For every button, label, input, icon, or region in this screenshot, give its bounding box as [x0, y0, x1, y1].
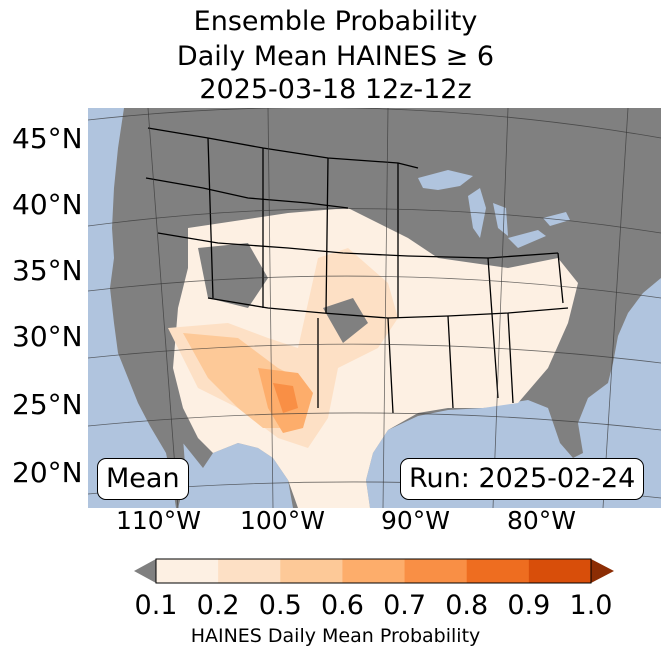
colorbar-tick-label: 0.8	[445, 590, 489, 621]
colorbar	[134, 558, 614, 584]
lat-label-25: 25°N	[12, 388, 83, 421]
colorbar-tick-label: 0.2	[196, 590, 240, 621]
statistic-box: Mean	[97, 458, 189, 500]
colorbar-bin	[280, 559, 343, 583]
title-line-2: Daily Mean HAINES ≥ 6	[176, 41, 495, 72]
colorbar-over-arrow	[591, 559, 614, 583]
colorbar-under-arrow	[134, 559, 156, 583]
lat-label-30: 30°N	[12, 320, 83, 353]
colorbar-tick-label: 0.6	[320, 590, 364, 621]
great-lakes	[418, 170, 570, 248]
lat-label-40: 40°N	[12, 188, 83, 221]
run-date-box: Run: 2025-02-24	[400, 458, 645, 500]
lat-label-20: 20°N	[12, 456, 83, 489]
probability-patches	[168, 118, 578, 508]
probability-map	[88, 108, 661, 508]
colorbar-tick-label: 0.9	[507, 590, 551, 621]
colorbar-bin	[466, 559, 530, 583]
lon-label-80w: 80°W	[507, 506, 577, 535]
lon-label-110w: 110°W	[116, 506, 201, 535]
lat-label-45: 45°N	[12, 122, 83, 155]
colorbar-tick-label: 0.7	[383, 590, 427, 621]
colorbar-bin	[156, 559, 219, 583]
colorbar-frame	[155, 558, 592, 584]
title-line-3: 2025-03-18 12z-12z	[199, 74, 472, 105]
colorbar-tick-label: 0.5	[258, 590, 302, 621]
colorbar-tick-label: 1.0	[569, 590, 613, 621]
lat-label-35: 35°N	[12, 254, 83, 287]
lon-label-100w: 100°W	[240, 506, 325, 535]
colorbar-bin	[342, 559, 406, 583]
colorbar-label: HAINES Daily Mean Probability	[190, 625, 481, 647]
state-boundaries	[145, 127, 569, 414]
colorbar-bin	[404, 559, 468, 583]
lon-label-90w: 90°W	[381, 506, 451, 535]
colorbar-tick-label: 0.1	[134, 590, 178, 621]
colorbar-bin	[218, 559, 281, 583]
title-line-1: Ensemble Probability	[193, 6, 478, 37]
colorbar-bin	[528, 559, 592, 583]
